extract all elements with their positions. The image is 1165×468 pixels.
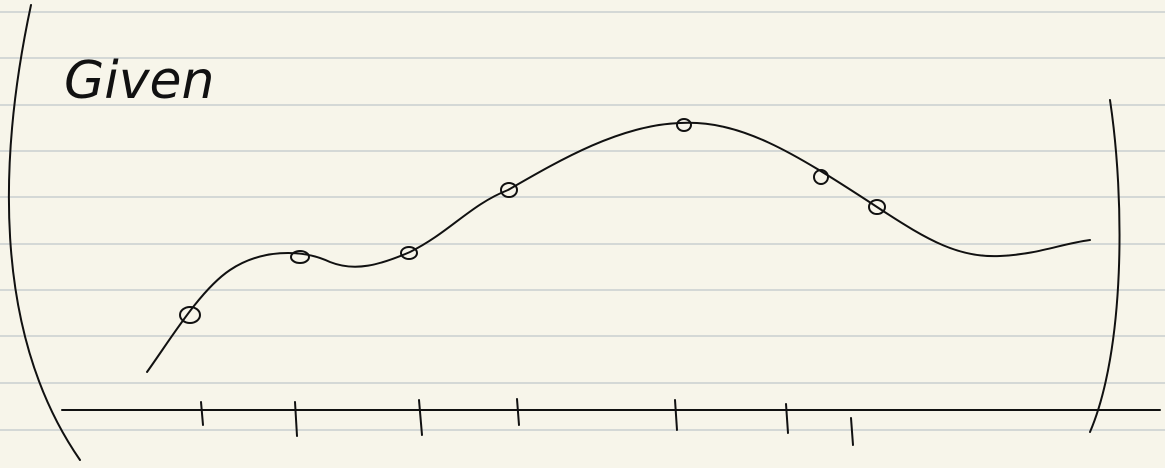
right-bracket [1090,100,1120,432]
axis-ticks [201,399,853,445]
sketched-curve [147,123,1090,372]
handwritten-title: Given [64,51,214,111]
page: Given (() => { const data = JSON.parse(d… [0,0,1165,468]
note-sheet: Given [0,0,1165,468]
sketched-points [180,119,885,323]
